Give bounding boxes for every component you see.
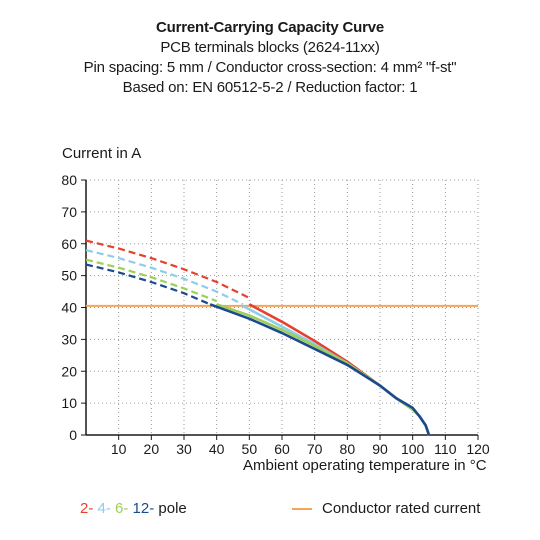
- chart-title: Current-Carrying Capacity Curve: [155, 19, 385, 36]
- x-tick-label: 80: [340, 441, 356, 457]
- legend-4-pole: 4-: [97, 500, 111, 517]
- legend-2-pole: 2-: [80, 500, 94, 517]
- chart-subtitle-1: PCB terminals blocks (2624-11xx): [160, 39, 380, 56]
- x-tick-label: 110: [434, 441, 457, 457]
- y-tick-label: 30: [61, 331, 77, 347]
- tick-labels: 10 20 30 40 50 60 70 80 90 100 110 120 0 10 20 30 40 50 60…: [61, 172, 489, 457]
- grid: [86, 179, 479, 435]
- legend-poles: 2- 4- 6- 12- pole: [80, 500, 187, 517]
- series-line-dashed: [85, 263, 211, 306]
- y-tick-label: 10: [61, 395, 77, 411]
- x-tick-label: 60: [274, 441, 290, 457]
- y-tick-label: 70: [61, 204, 77, 220]
- x-tick-label: 70: [307, 441, 323, 457]
- y-tick-label: 50: [61, 268, 77, 284]
- legend-pole-suffix: pole: [154, 500, 187, 517]
- legend-12-pole: 12-: [132, 500, 155, 517]
- y-tick-label: 0: [69, 427, 77, 443]
- x-tick-label: 30: [176, 441, 192, 457]
- x-tick-label: 100: [401, 441, 425, 457]
- x-tick-label: 20: [144, 441, 160, 457]
- series-line-dashed: [85, 258, 218, 303]
- y-tick-label: 40: [61, 300, 77, 316]
- axes: [81, 179, 479, 440]
- x-tick-label: 40: [209, 441, 225, 457]
- x-axis-label: Ambient operating temperature in °C: [243, 457, 487, 474]
- series-lines: [85, 239, 431, 436]
- series-line-dashed: [85, 249, 244, 306]
- legend-rated-swatch: [292, 507, 312, 510]
- legend-rated-label: Conductor rated current: [322, 500, 481, 517]
- series-line-solid: [216, 303, 431, 436]
- y-tick-label: 80: [61, 172, 77, 188]
- series-line-dashed: [85, 239, 250, 299]
- y-axis-label: Current in A: [62, 145, 142, 162]
- chart-titles: Current-Carrying Capacity Curve PCB term…: [0, 18, 540, 98]
- y-tick-label: 60: [61, 236, 77, 252]
- x-tick-label: 90: [372, 441, 388, 457]
- chart-subtitle-3: Based on: EN 60512-5-2 / Reduction facto…: [122, 79, 418, 96]
- legend-6-pole: 6-: [115, 500, 129, 517]
- legend-rated-current: Conductor rated current: [292, 500, 480, 517]
- x-tick-label: 120: [466, 441, 490, 457]
- x-tick-label: 10: [111, 441, 127, 457]
- x-tick-label: 50: [242, 441, 258, 457]
- series-line-solid: [209, 303, 431, 436]
- y-tick-label: 20: [61, 363, 77, 379]
- chart-subtitle-2: Pin spacing: 5 mm / Conductor cross-sect…: [83, 59, 457, 76]
